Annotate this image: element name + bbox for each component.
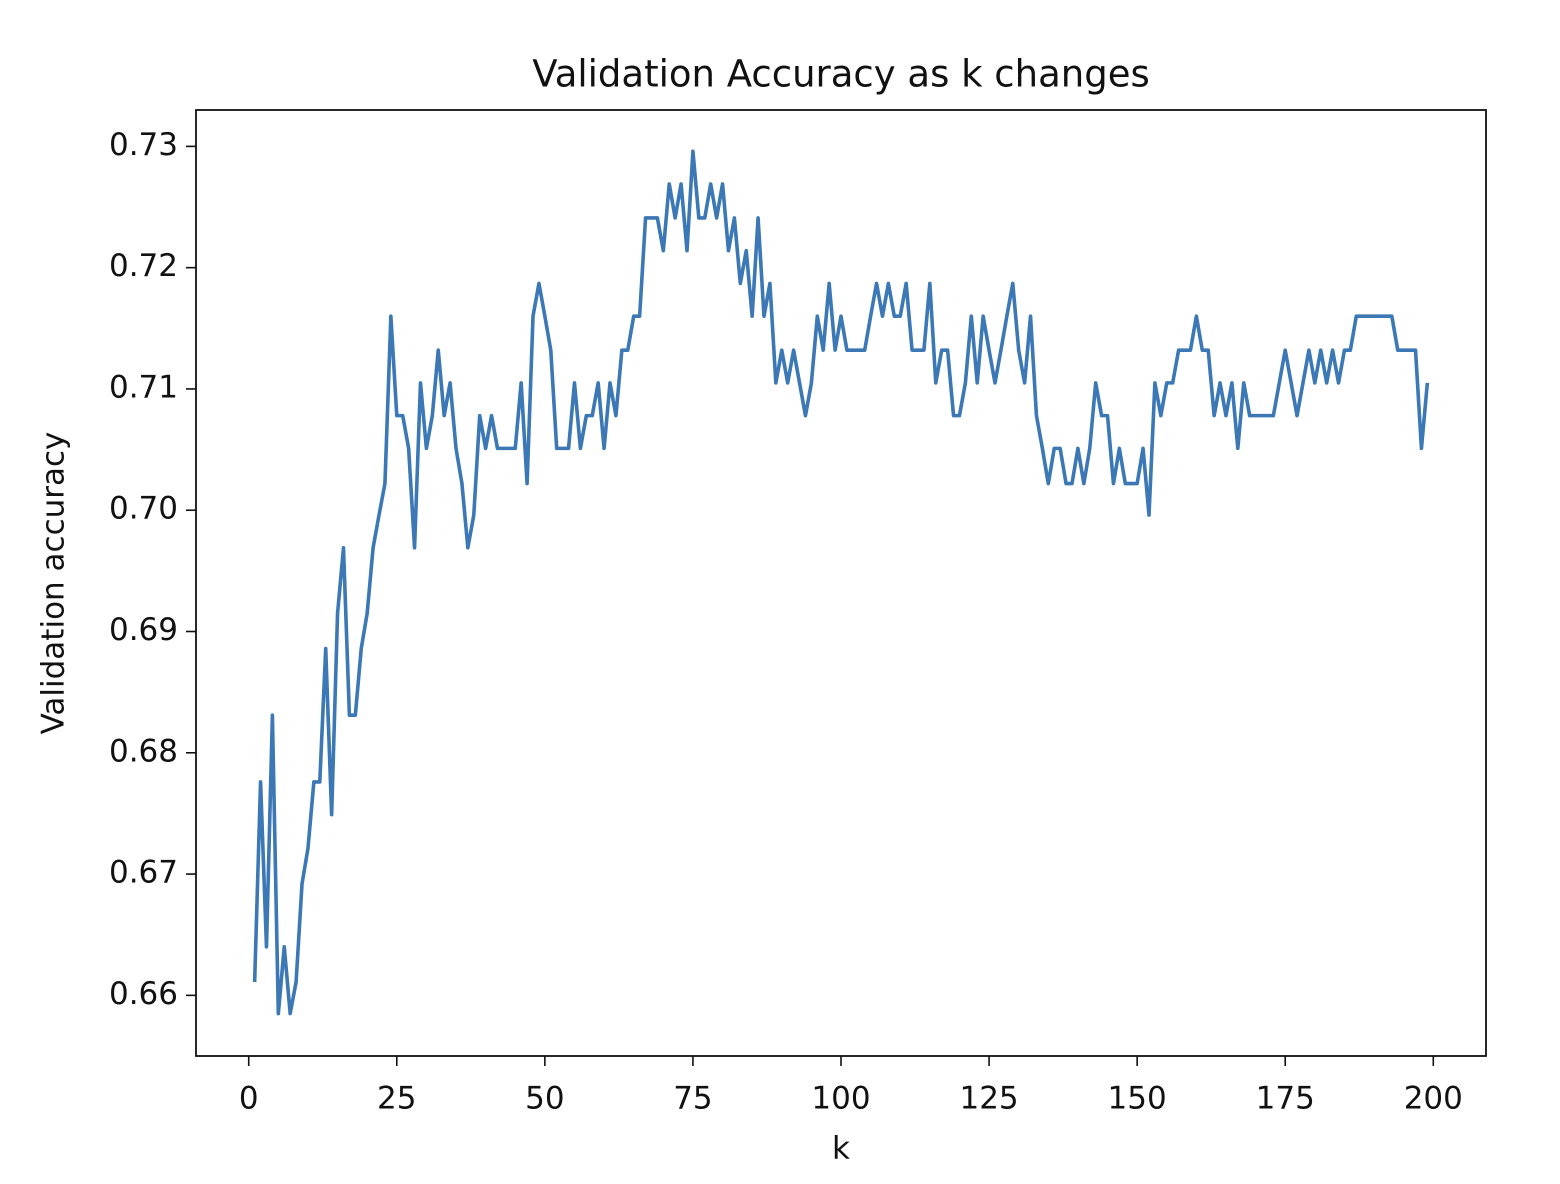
x-tick-label: 200 [1404,1081,1463,1117]
data-line [252,149,1430,1016]
x-tick-label: 25 [377,1081,416,1117]
y-tick-label: 0.66 [109,976,178,1012]
x-tick-label: 100 [811,1081,870,1117]
y-tick-label: 0.72 [109,248,178,284]
chart-title: Validation Accuracy as k changes [532,53,1150,96]
y-tick-label: 0.71 [109,369,178,405]
y-tick-label: 0.70 [109,491,178,527]
x-tick-label: 150 [1108,1081,1167,1117]
y-tick-label: 0.67 [109,855,178,891]
y-tick-label: 0.73 [109,127,178,163]
x-tick-label: 75 [673,1081,712,1117]
x-tick-label: 125 [959,1081,1018,1117]
x-tick-label: 175 [1256,1081,1315,1117]
y-axis-label: Validation accuracy [36,432,72,735]
x-tick-label: 50 [525,1081,564,1117]
y-tick-label: 0.68 [109,733,178,769]
x-tick-label: 0 [239,1081,259,1117]
plot-frame [195,109,1487,1057]
y-tick-label: 0.69 [109,612,178,648]
x-axis-label: k [832,1131,850,1167]
